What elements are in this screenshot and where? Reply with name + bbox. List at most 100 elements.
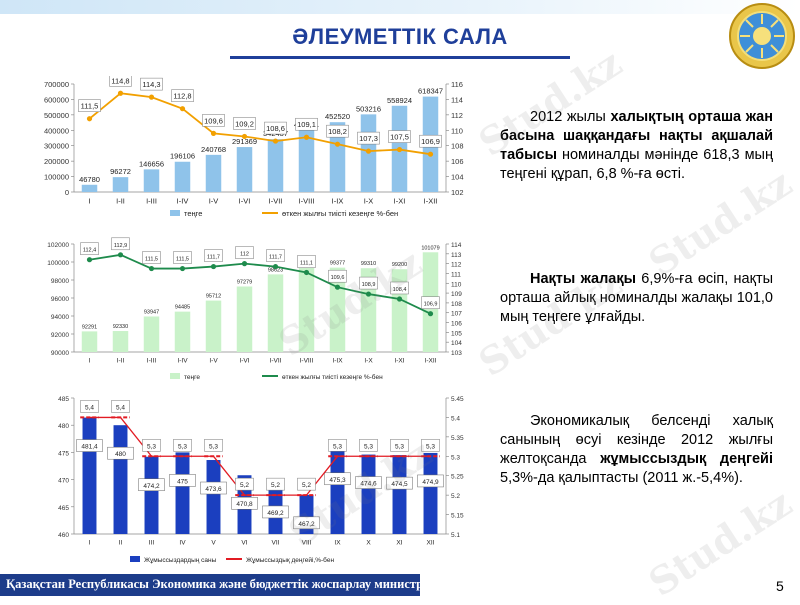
bar	[236, 147, 253, 192]
x-tick-label: XI	[396, 540, 402, 547]
line-label-box	[80, 400, 99, 413]
bar-value-label: 474,5	[391, 481, 408, 488]
y-tick-label: 92000	[51, 332, 69, 339]
line-marker	[86, 116, 93, 122]
bar-value-label: 291369	[232, 137, 257, 146]
y2-tick-label: 112	[451, 262, 462, 269]
y2-tick-label: 104	[451, 340, 462, 347]
y2-tick-label: 114	[451, 95, 463, 104]
line-value-label: 111,7	[269, 255, 282, 261]
y2-tick-label: 107	[451, 311, 462, 318]
bar-value-label: 475	[177, 478, 188, 485]
x-tick-label: II	[119, 540, 123, 547]
line-value-label: 5,2	[302, 482, 311, 489]
y-tick-label: 200000	[44, 157, 69, 166]
y2-tick-label: 112	[451, 111, 463, 120]
y2-tick-label: 110	[451, 126, 463, 135]
line-value-label: 111,5	[176, 257, 189, 263]
line-label-box	[359, 276, 378, 290]
bar-value-label: 558924	[387, 96, 412, 105]
y2-tick-label: 5.3	[451, 454, 460, 461]
wage-chart: 90000 92000 94000 96000 98000 100000 102000 103…	[47, 237, 462, 381]
line-label-box	[419, 134, 442, 148]
page-number: 5	[776, 578, 784, 594]
y2-tick-label: 116	[451, 80, 463, 89]
bar-value-label: 146656	[139, 159, 164, 168]
y2-tick-label: 5.1	[451, 532, 460, 539]
legend-label-line: өткен жылғы тиісті кезеңге %-бен	[282, 373, 383, 381]
line-value-label: 114,3	[142, 80, 160, 89]
line-label-box	[328, 269, 347, 283]
bar-value-label: 99310	[361, 261, 376, 267]
line-value-label: 5,3	[395, 443, 404, 450]
line-marker	[303, 134, 310, 140]
line-label-box	[421, 296, 440, 309]
line-label-box	[390, 439, 409, 452]
line-label-box	[173, 439, 192, 452]
line-value-label: 5,3	[147, 443, 156, 450]
y-tick-label: 100000	[44, 173, 69, 182]
line-value-label: 5,2	[271, 482, 280, 489]
line-label-box	[359, 439, 378, 452]
bar-value-label: 240768	[201, 145, 226, 154]
line-marker	[334, 141, 341, 147]
bar-value-label: 99200	[392, 262, 407, 268]
unemployment-chart: 460 465 470 475 480 485 5.1 5.15 5.2 5.25 5.3 5.35 5…	[58, 396, 464, 564]
line-label-box	[235, 477, 254, 491]
bar	[205, 154, 222, 192]
line-value-label: 5,2	[240, 482, 249, 489]
bar-label-box	[262, 505, 289, 519]
x-tick-label: I-IV	[177, 197, 189, 206]
bar-value-label: 97279	[237, 279, 252, 285]
line-label-box	[142, 439, 161, 452]
bar-label-box	[417, 474, 444, 488]
y2-tick-label: 111	[451, 271, 461, 278]
line-marker	[272, 138, 279, 144]
y-tick-label: 485	[58, 396, 69, 403]
line-value-label: 111,5	[81, 102, 99, 111]
line-label-box	[266, 477, 285, 491]
line-label-box	[171, 89, 194, 102]
line-marker	[86, 257, 93, 263]
line-value-label: 114,8	[111, 76, 129, 85]
bar-label-box	[76, 439, 103, 452]
line-label-box	[140, 77, 163, 91]
line-marker	[365, 148, 372, 154]
footer-bar	[0, 574, 420, 596]
line-label-box	[266, 249, 285, 262]
line-label-box	[421, 439, 440, 452]
line-value-label: 112,8	[173, 92, 191, 101]
x-tick-label: I-VII	[269, 197, 283, 206]
y-tick-label: 480	[58, 423, 69, 430]
bar-value-label: 470,8	[236, 501, 253, 508]
x-tick-label: I-X	[364, 358, 373, 365]
x-tick-label: I-IX	[332, 358, 343, 365]
bar	[174, 161, 191, 192]
x-tick-label: I-X	[364, 197, 374, 206]
x-tick-label: VII	[272, 540, 280, 547]
line-value-label: 106,9	[421, 137, 440, 146]
x-tick-label: I-IV	[177, 358, 188, 365]
top-band	[0, 0, 800, 14]
x-tick-label: I	[89, 358, 91, 365]
line-label-box	[173, 251, 192, 264]
footer-ministry: Қазақстан Республикасы Экономика және бю…	[6, 577, 443, 591]
bar-value-label: 474,2	[143, 483, 160, 490]
line-value-label: 5,3	[333, 443, 342, 450]
line-marker	[396, 296, 403, 302]
line-value-label: 108,4	[393, 287, 407, 293]
line-marker	[210, 130, 217, 136]
legend-label-bars: Жұмыссыздардың саны	[144, 557, 217, 564]
y2-tick-label: 108	[451, 142, 464, 151]
bar-value-label: 196106	[170, 152, 195, 161]
y-tick-label: 300000	[44, 142, 69, 151]
bar-value-label: 95712	[206, 294, 221, 300]
legend-swatch-bars	[170, 210, 180, 216]
bar	[391, 269, 408, 352]
line-value-label: 5,3	[178, 443, 187, 450]
line-value-label: 5,4	[116, 404, 125, 411]
line-label-box	[80, 242, 99, 255]
line-marker	[303, 269, 310, 276]
bar-label-box	[169, 474, 196, 487]
series-line	[88, 92, 431, 156]
